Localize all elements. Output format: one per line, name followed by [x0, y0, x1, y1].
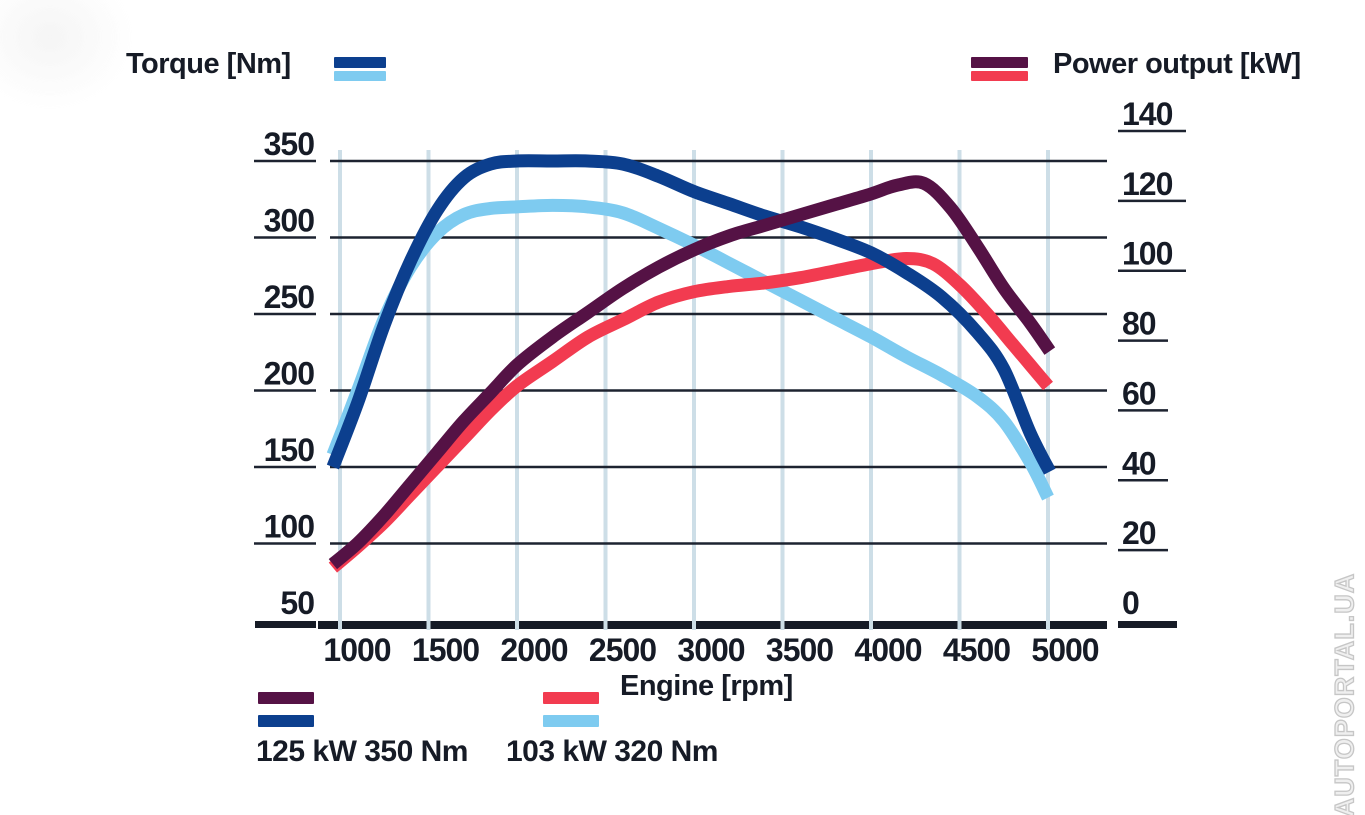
- x-tick-label-4500: 4500: [943, 632, 1010, 668]
- torque-103kw-swatch: [334, 71, 386, 81]
- corner-watermark-smudge: [0, 0, 140, 115]
- power-tick-label-80: 80: [1122, 306, 1156, 342]
- torque-tick-label-250: 250: [264, 279, 315, 315]
- power-103kw-swatch: [971, 71, 1028, 81]
- x-tick-label-2000: 2000: [500, 632, 567, 668]
- legend-torque-125kw-swatch: [258, 715, 314, 727]
- torque-tick-label-150: 150: [264, 432, 315, 468]
- x-tick-label-3500: 3500: [766, 632, 833, 668]
- x-tick-label-5000: 5000: [1031, 632, 1098, 668]
- power-tick-label-20: 20: [1122, 515, 1156, 551]
- curve-torque-103kw: [326, 198, 1054, 501]
- legend-power-103kw-swatch: [543, 692, 599, 704]
- torque-tick-label-300: 300: [264, 203, 315, 239]
- x-axis-title: Engine [rpm]: [620, 670, 793, 702]
- torque-tick-label-200: 200: [264, 356, 315, 392]
- curve-power-125kw: [328, 175, 1056, 570]
- x-tick-label-1000: 1000: [323, 632, 390, 668]
- power-tick-label-100: 100: [1122, 236, 1173, 272]
- torque-tick-label-100: 100: [264, 509, 315, 545]
- power-tick-label-140: 140: [1122, 96, 1173, 132]
- power-axis-title: Power output [kW]: [1053, 48, 1301, 80]
- legend-label-103kw: 103 kW 320 Nm: [506, 735, 718, 768]
- x-tick-label-2500: 2500: [589, 632, 656, 668]
- curve-power-103kw: [328, 252, 1053, 573]
- power-tick-label-0: 0: [1122, 585, 1139, 621]
- power-125kw-swatch: [971, 57, 1028, 68]
- power-tick-label-40: 40: [1122, 445, 1156, 481]
- curve-torque-125kw: [326, 154, 1056, 475]
- legend-power-125kw-swatch: [258, 692, 314, 704]
- x-tick-label-4000: 4000: [854, 632, 921, 668]
- power-tick-label-60: 60: [1122, 375, 1156, 411]
- torque-125kw-swatch: [334, 57, 386, 68]
- x-tick-label-3000: 3000: [677, 632, 744, 668]
- legend-torque-103kw-swatch: [543, 715, 599, 727]
- site-watermark: AUTOPORTAL.UA: [1329, 572, 1360, 815]
- torque-tick-label-350: 350: [264, 126, 315, 162]
- x-tick-label-1500: 1500: [412, 632, 479, 668]
- legend-label-125kw: 125 kW 350 Nm: [256, 735, 468, 768]
- torque-axis-title: Torque [Nm]: [126, 48, 291, 80]
- torque-tick-label-50: 50: [280, 585, 314, 621]
- power-tick-label-120: 120: [1122, 166, 1173, 202]
